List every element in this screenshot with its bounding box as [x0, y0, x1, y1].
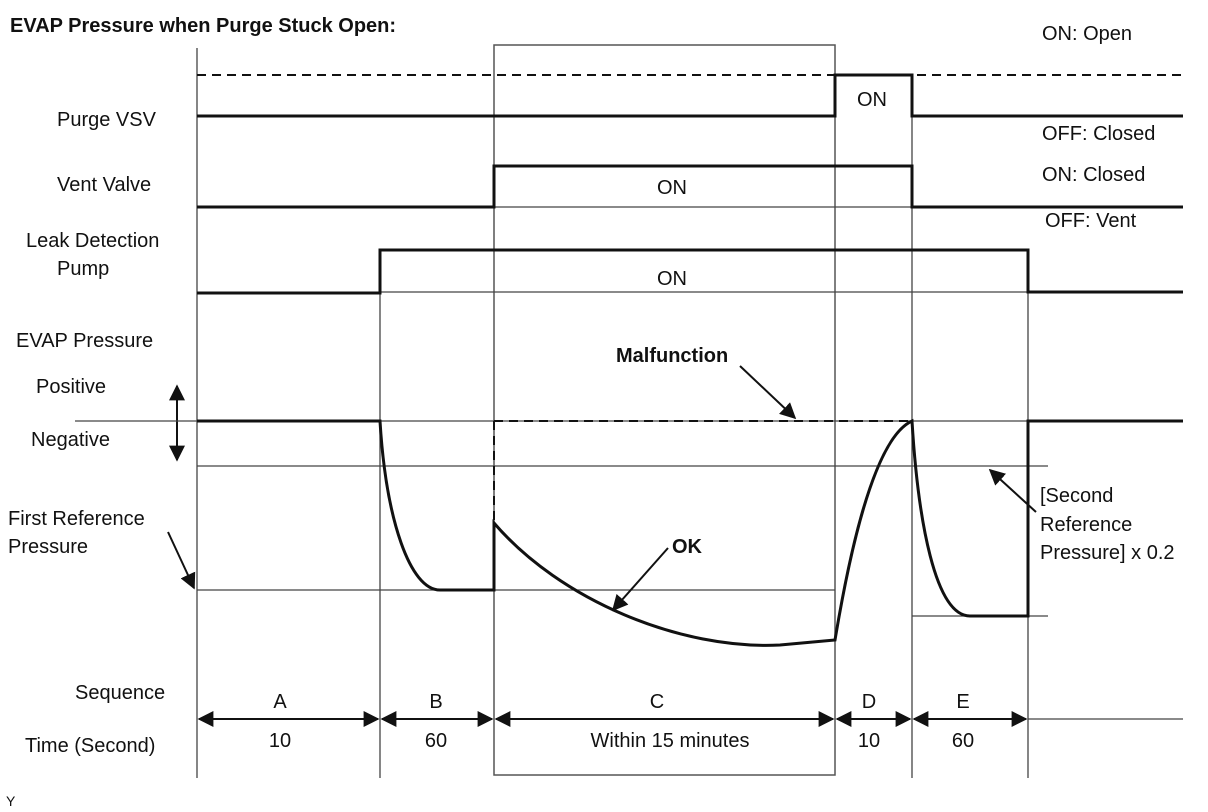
- purge-on-label: ON: [857, 89, 887, 111]
- sequence-a: A: [273, 691, 287, 713]
- evap-pressure-label: EVAP Pressure: [16, 330, 153, 352]
- malfunction-label: Malfunction: [616, 345, 728, 367]
- sequence-b: B: [429, 691, 442, 713]
- negative-label: Negative: [31, 429, 110, 451]
- pump-label-line1: Leak Detection: [26, 230, 159, 252]
- time-a: 10: [269, 730, 291, 752]
- time-c: Within 15 minutes: [591, 730, 750, 752]
- legend-vent-on: ON: Closed: [1042, 164, 1145, 186]
- ok-arrow: [611, 547, 669, 612]
- vent-valve-signal: [197, 164, 1183, 209]
- legend-vent-off: OFF: Vent: [1045, 210, 1137, 232]
- sequence-e: E: [956, 691, 969, 713]
- purge-vsv-signal: [197, 73, 1183, 118]
- time-b: 60: [425, 730, 447, 752]
- pump-signal: [197, 248, 1183, 295]
- positive-label: Positive: [36, 376, 106, 398]
- diagram-title: EVAP Pressure when Purge Stuck Open:: [10, 15, 396, 37]
- pump-label-line2: Pump: [57, 258, 109, 280]
- second-reference-label-line2: Reference: [1040, 514, 1132, 536]
- second-reference-arrow: [988, 468, 1037, 513]
- time-label: Time (Second): [25, 735, 155, 757]
- legend-purge-on: ON: Open: [1042, 23, 1132, 45]
- first-reference-arrow: [167, 531, 196, 590]
- sequence-label: Sequence: [75, 682, 165, 704]
- ok-label: OK: [672, 536, 703, 558]
- first-reference-label-line1: First Reference: [8, 508, 145, 530]
- sequence-c: C: [650, 691, 664, 713]
- evap-pressure-curve: [197, 418, 1183, 647]
- time-d: 10: [858, 730, 880, 752]
- second-reference-label-line3: Pressure] x 0.2: [1040, 542, 1175, 564]
- first-reference-label-line2: Pressure: [8, 536, 88, 558]
- vent-on-label: ON: [657, 177, 687, 199]
- pump-on-label: ON: [657, 268, 687, 290]
- sequence-d: D: [862, 691, 876, 713]
- legend-purge-off: OFF: Closed: [1042, 123, 1155, 145]
- time-e: 60: [952, 730, 974, 752]
- vent-valve-label: Vent Valve: [57, 174, 151, 196]
- purge-vsv-label: Purge VSV: [57, 109, 157, 131]
- footer-mark: Y: [6, 793, 16, 809]
- second-reference-label-line1: [Second: [1040, 485, 1113, 507]
- sequence-c-frame: [493, 44, 836, 776]
- malfunction-arrow: [739, 365, 797, 420]
